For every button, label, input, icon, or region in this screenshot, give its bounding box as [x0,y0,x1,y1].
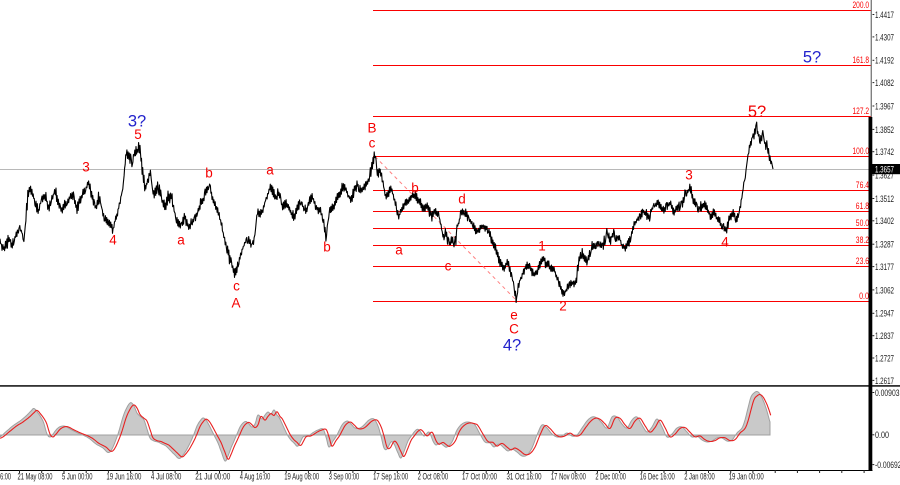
svg-text:1.3967: 1.3967 [875,101,894,111]
svg-text:1.4307: 1.4307 [875,32,894,42]
svg-text:21 Jul 00:00: 21 Jul 00:00 [195,472,230,482]
svg-text:23.6: 23.6 [856,256,869,266]
svg-text:2: 2 [559,299,567,314]
svg-text:100.0: 100.0 [853,146,870,156]
svg-text:127.2: 127.2 [853,106,870,116]
svg-text:3?: 3? [128,113,146,131]
svg-text:1: 1 [538,239,546,254]
svg-text:C: C [509,322,519,337]
svg-text:61.8: 61.8 [856,201,869,211]
svg-text:d: d [458,192,466,207]
svg-text:1.3742: 1.3742 [875,147,894,157]
svg-text:0.00: 0.00 [875,430,889,440]
svg-text:4: 4 [109,233,117,248]
svg-text:2 Dec 00:00: 2 Dec 00:00 [595,472,626,482]
svg-text:1.3627: 1.3627 [875,171,894,181]
svg-text:1.4192: 1.4192 [875,56,894,66]
svg-text:19 Aug 08:00: 19 Aug 08:00 [284,472,319,482]
svg-text:-0.00692: -0.00692 [875,460,900,470]
svg-text:c: c [445,259,452,274]
svg-text:4?: 4? [503,337,521,355]
svg-text:1.3062: 1.3062 [875,285,894,295]
svg-text:a: a [177,233,185,248]
svg-text:1.2617: 1.2617 [875,376,894,386]
svg-text:1.3287: 1.3287 [875,240,894,250]
svg-text:4 Aug 16:00: 4 Aug 16:00 [240,472,270,482]
svg-text:3: 3 [685,168,693,183]
svg-text:4: 4 [721,235,729,250]
svg-text:1.3852: 1.3852 [875,125,894,135]
svg-text:76.4: 76.4 [856,180,869,190]
svg-text:a: a [266,163,274,178]
svg-text:161.8: 161.8 [853,55,870,65]
svg-text:b: b [205,166,213,181]
svg-text:31 Oct 16:00: 31 Oct 16:00 [507,472,542,482]
svg-text:38.2: 38.2 [856,235,869,245]
svg-text:B: B [367,121,376,136]
svg-text:3: 3 [82,160,90,175]
svg-text:19 Jun 16:00: 19 Jun 16:00 [106,472,141,482]
svg-text:50.0: 50.0 [856,218,869,228]
svg-text:1.3402: 1.3402 [875,216,894,226]
svg-text:2 Jan 08:00: 2 Jan 08:00 [684,472,715,482]
svg-text:b: b [411,181,419,196]
svg-text:c: c [233,279,240,294]
svg-text:0.00903: 0.00903 [875,388,900,398]
svg-text:1.4417: 1.4417 [875,10,894,20]
svg-text:21 May 08:00: 21 May 08:00 [18,472,53,482]
svg-text:1.2947: 1.2947 [875,309,894,319]
svg-text:2 Oct 08:00: 2 Oct 08:00 [418,472,449,482]
svg-text:17 Sep 16:00: 17 Sep 16:00 [373,472,408,482]
svg-text:a: a [395,243,403,258]
svg-text:1.2727: 1.2727 [875,353,894,363]
svg-text:4 Jul 08:00: 4 Jul 08:00 [151,472,182,482]
svg-text:200.0: 200.0 [853,0,870,10]
svg-text:16:00: 16:00 [0,472,11,482]
svg-text:0.0: 0.0 [859,291,869,301]
svg-text:A: A [231,296,240,311]
svg-text:e: e [510,308,518,323]
svg-text:16 Dec 16:00: 16 Dec 16:00 [640,472,675,482]
svg-text:17 Oct 00:00: 17 Oct 00:00 [462,472,497,482]
svg-text:b: b [323,240,331,255]
svg-text:c: c [369,136,376,151]
svg-text:5: 5 [134,127,142,142]
svg-text:1.3177: 1.3177 [875,262,894,272]
svg-text:5?: 5? [803,49,821,67]
svg-text:1.3512: 1.3512 [875,194,894,204]
svg-text:1.2837: 1.2837 [875,331,894,341]
svg-text:1.3657: 1.3657 [875,164,894,174]
svg-text:5?: 5? [748,103,766,121]
svg-text:3 Sep 00:00: 3 Sep 00:00 [329,472,360,482]
svg-text:19 Jan 00:00: 19 Jan 00:00 [729,472,764,482]
svg-text:1.4082: 1.4082 [875,78,894,88]
svg-text:17 Nov 08:00: 17 Nov 08:00 [551,472,586,482]
svg-text:5 Jun 00:00: 5 Jun 00:00 [62,472,93,482]
